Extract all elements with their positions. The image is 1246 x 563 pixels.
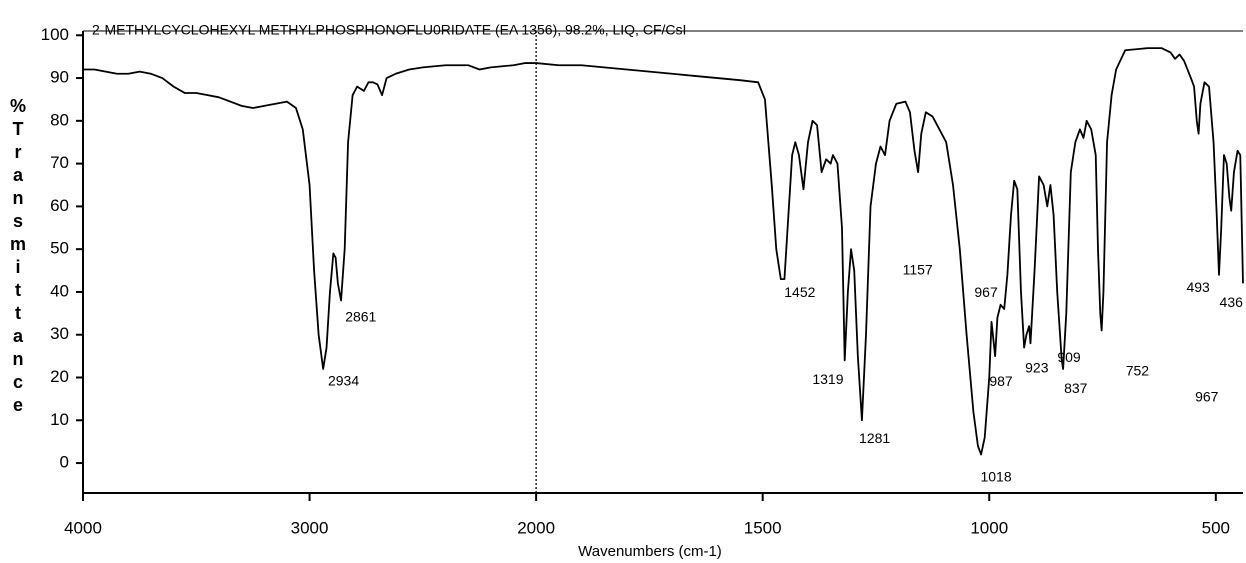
x-tick-label: 1000 — [970, 518, 1008, 537]
y-tick-label: 100 — [41, 25, 69, 44]
x-tick-label: 4000 — [64, 518, 102, 537]
peak-label: 967 — [974, 284, 998, 300]
peak-label: 909 — [1057, 349, 1081, 365]
x-axis-label: Wavenumbers (cm-1) — [578, 543, 722, 560]
y-tick-label: 20 — [50, 367, 69, 386]
peak-label: 1452 — [784, 284, 815, 300]
peak-label: 436 — [1220, 294, 1244, 310]
peak-label: 1018 — [980, 469, 1011, 485]
peak-label: 2934 — [328, 372, 359, 388]
y-tick-label: 80 — [50, 110, 69, 129]
peak-label: 752 — [1126, 363, 1150, 379]
peak-label: 1157 — [903, 261, 933, 277]
x-tick-label: 2000 — [517, 518, 555, 537]
peak-label: 1281 — [859, 430, 890, 446]
y-tick-label: 70 — [50, 153, 69, 172]
x-tick-label: 500 — [1202, 518, 1230, 537]
y-tick-label: 40 — [50, 281, 69, 300]
y-tick-label: 60 — [50, 196, 69, 215]
peak-label: 2861 — [345, 308, 376, 324]
y-tick-label: 50 — [50, 239, 69, 258]
y-tick-label: 0 — [60, 453, 69, 472]
peak-label: 967 — [1195, 389, 1219, 405]
peak-label: 1319 — [812, 371, 843, 387]
y-tick-label: 90 — [50, 68, 69, 87]
spectrum-line — [83, 47, 1244, 456]
peak-label: 493 — [1186, 279, 1210, 295]
x-tick-label: 3000 — [291, 518, 329, 537]
peak-label: 923 — [1025, 360, 1049, 376]
peak-label: 837 — [1064, 380, 1088, 396]
y-tick-label: 10 — [50, 410, 69, 429]
x-tick-label: 1500 — [744, 518, 782, 537]
y-tick-label: 30 — [50, 324, 69, 343]
peak-label: 987 — [989, 373, 1013, 389]
y-axis-label: %Transmittance — [8, 96, 28, 418]
chart-title: 2-METHYLCYCLOHEXYL METHYLPHOSPHONOFLU0RI… — [92, 22, 686, 38]
